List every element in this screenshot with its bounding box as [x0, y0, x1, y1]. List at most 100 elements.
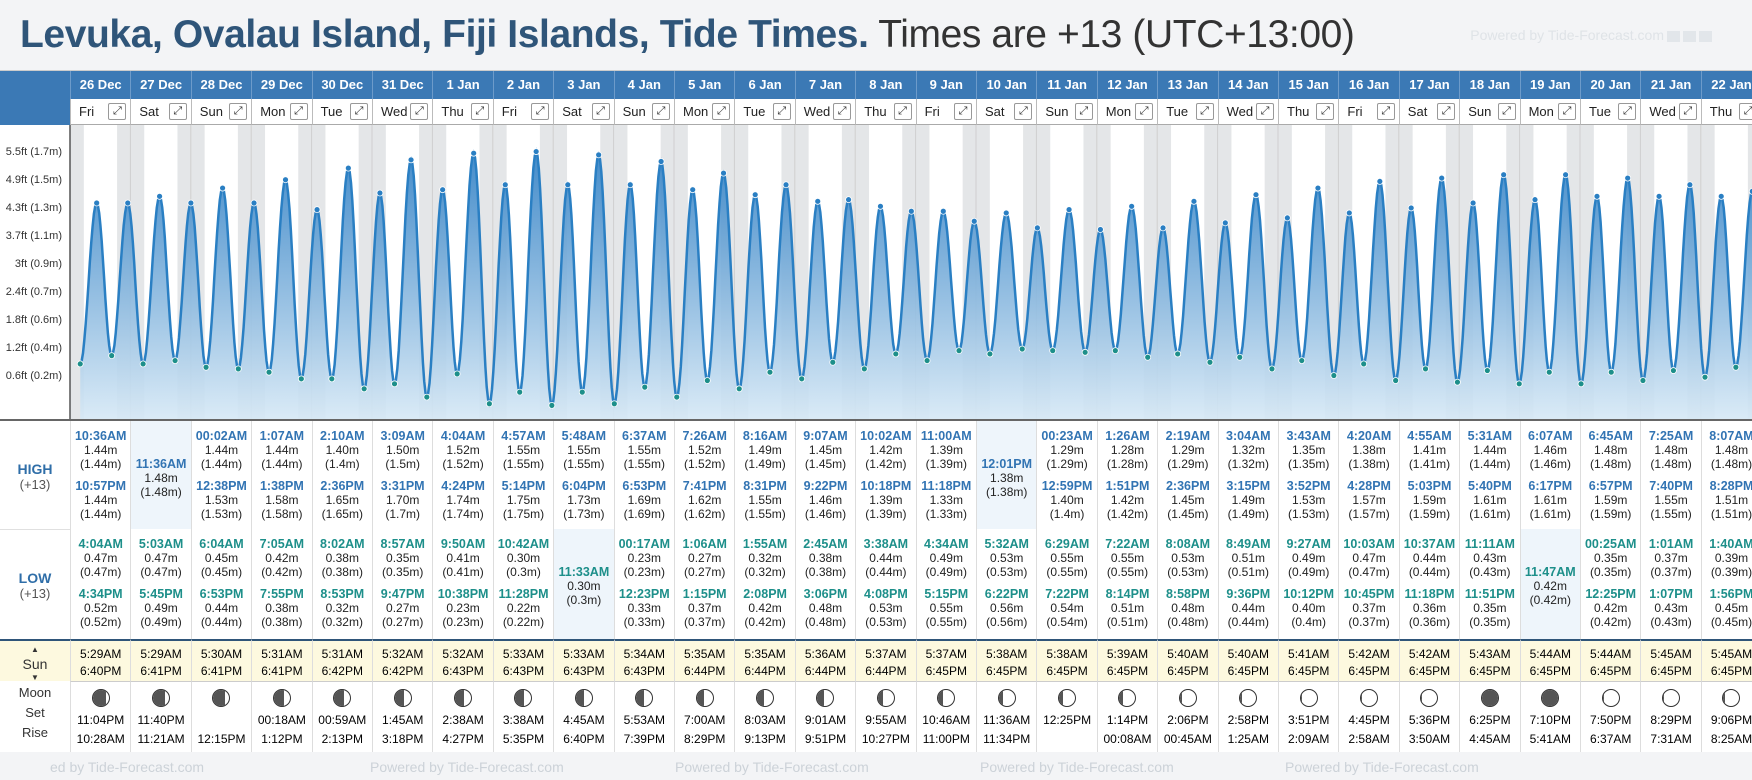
moon-set-label: Set — [25, 705, 45, 720]
high-tide-height-alt: (1.73m) — [563, 507, 605, 521]
high-tide-cell: 6:37AM 1.55m (1.55m) 6:53PM 1.69m (1.69m) — [613, 421, 674, 529]
moonset-time: 2:06PM — [1167, 713, 1209, 727]
spacer — [494, 471, 553, 479]
low-tide-point — [923, 357, 931, 364]
expand-day-button[interactable]: ⤢ — [893, 103, 912, 120]
moon-phase-icon — [695, 688, 714, 707]
high-tide-height-alt: (1.55m) — [623, 457, 665, 471]
low-tide-height-m: 0.45m — [204, 551, 239, 565]
low-tide-height-m: 0.54m — [1050, 601, 1084, 615]
expand-day-button[interactable]: ⤢ — [1074, 103, 1093, 120]
expand-day-button[interactable]: ⤢ — [833, 103, 852, 120]
sunrise-time: 5:33AM — [563, 647, 605, 661]
expand-day-button[interactable]: ⤢ — [1557, 103, 1576, 120]
expand-day-button[interactable]: ⤢ — [1195, 103, 1214, 120]
powered-by-footer: Powered by Tide-Forecast.com — [370, 759, 564, 775]
sunset-time: 6:45PM — [1106, 664, 1149, 678]
high-row-label: HIGH (+13) — [0, 421, 70, 529]
moon-shadow — [455, 689, 464, 706]
high-tide-height-alt: (1.29m) — [1167, 457, 1209, 471]
high-tide-time: 6:57PM — [1588, 479, 1633, 493]
spacer — [1400, 471, 1459, 479]
low-tide-time: 7:55PM — [259, 587, 304, 601]
high-tide-height-alt: (1.52m) — [442, 457, 484, 471]
expand-day-button[interactable]: ⤢ — [108, 103, 127, 120]
moon-shadow — [636, 689, 644, 706]
low-tide-time: 00:17AM — [618, 537, 670, 551]
spacer — [433, 471, 492, 479]
date-header: 1 Jan — [432, 71, 493, 99]
expand-day-button[interactable]: ⤢ — [349, 103, 368, 120]
low-tide-height-alt: (0.56m) — [986, 615, 1028, 629]
expand-day-button[interactable]: ⤢ — [1437, 103, 1456, 120]
high-tide-height-m: 1.42m — [1110, 493, 1145, 507]
sun-cell: 5:35AM 6:44PM — [734, 639, 795, 681]
low-tide-height-alt: (0.53m) — [986, 565, 1028, 579]
expand-day-button[interactable]: ⤢ — [1135, 103, 1154, 120]
moonrise-time: 7:39PM — [623, 732, 665, 746]
expand-day-button[interactable]: ⤢ — [1739, 103, 1752, 120]
expand-day-button[interactable]: ⤢ — [1255, 103, 1274, 120]
high-tide-point — [1624, 174, 1632, 182]
moon-cell: 12:15PM — [190, 681, 252, 752]
expand-day-button[interactable]: ⤢ — [229, 103, 248, 120]
high-tide-point — [657, 158, 665, 165]
expand-day-button[interactable]: ⤢ — [772, 103, 791, 120]
low-tide-point — [297, 375, 305, 383]
spacer — [1158, 471, 1217, 479]
sun-cell: 5:38AM 6:45PM — [1036, 639, 1097, 681]
expand-day-button[interactable]: ⤢ — [1014, 103, 1033, 120]
high-tide-height-alt: (1.57m) — [1348, 507, 1390, 521]
low-tide-height-alt: (0.42m) — [1529, 593, 1571, 607]
moonset-time: 11:04PM — [77, 713, 125, 727]
expand-day-button[interactable]: ⤢ — [1376, 103, 1395, 120]
low-tide-point — [1236, 353, 1244, 361]
low-tide-point — [1268, 365, 1276, 373]
sunrise-time: 5:31AM — [261, 647, 303, 661]
share-icon — [1667, 30, 1680, 42]
moonrise-time: 10:28AM — [76, 732, 125, 746]
weekday-label: Sun — [1045, 104, 1069, 119]
low-tide-point — [735, 385, 743, 393]
sun-cell: 5:43AM 6:45PM — [1459, 639, 1520, 681]
sunset-time: 6:45PM — [1348, 664, 1390, 678]
high-tide-time: 12:01PM — [981, 457, 1033, 471]
spacer — [1702, 579, 1752, 587]
low-row-label-text: LOW — [18, 570, 52, 586]
expand-day-button[interactable]: ⤢ — [953, 103, 972, 120]
date-header: 9 Jan — [915, 71, 976, 99]
expand-day-button[interactable]: ⤢ — [410, 103, 429, 120]
expand-day-button[interactable]: ⤢ — [289, 103, 308, 120]
expand-day-button[interactable]: ⤢ — [470, 103, 489, 120]
expand-day-button[interactable]: ⤢ — [1497, 103, 1516, 120]
moonrise-time: 00:08AM — [1103, 732, 1152, 746]
expand-day-button[interactable]: ⤢ — [1678, 103, 1697, 120]
high-tide-point — [1190, 197, 1198, 205]
expand-day-button[interactable]: ⤢ — [651, 103, 670, 120]
expand-day-button[interactable]: ⤢ — [1618, 103, 1637, 120]
moon-phase-icon — [1601, 688, 1620, 707]
high-tide-height-alt: (1.44m) — [261, 457, 303, 471]
expand-day-button[interactable]: ⤢ — [531, 103, 550, 120]
expand-day-button[interactable]: ⤢ — [591, 103, 610, 120]
sun-cell: 5:39AM 6:45PM — [1096, 639, 1158, 681]
high-tide-height-alt: (1.4m) — [1049, 507, 1085, 521]
sunrise-time: 5:40AM — [1167, 647, 1209, 661]
weekday-label: Sat — [985, 104, 1005, 119]
weekday-label: Wed — [1226, 104, 1254, 119]
low-tide-cell: 8:02AM 0.38m (0.38m) 8:53PM 0.32m (0.32m) — [311, 529, 372, 639]
expand-day-button[interactable]: ⤢ — [1316, 103, 1335, 120]
moon-cell: 12:25PM — [1036, 681, 1097, 752]
low-tide-time: 9:50AM — [440, 537, 486, 551]
moon-cell: 8:29PM 7:31AM — [1640, 681, 1701, 752]
moonrise-time: 11:00PM — [922, 732, 970, 746]
low-tide-height-alt: (0.44m) — [865, 565, 907, 579]
moon-phase-icon — [1058, 688, 1077, 707]
high-tide-height-alt: (1.28m) — [1106, 457, 1149, 471]
high-tide-height-m: 1.53m — [1292, 493, 1326, 507]
low-tide-time: 3:06PM — [803, 587, 848, 601]
powered-by-footer: Powered by Tide-Forecast.com — [675, 759, 869, 775]
expand-day-button[interactable]: ⤢ — [168, 103, 187, 120]
expand-day-button[interactable]: ⤢ — [712, 103, 731, 120]
low-tide-time: 1:07PM — [1649, 587, 1693, 601]
